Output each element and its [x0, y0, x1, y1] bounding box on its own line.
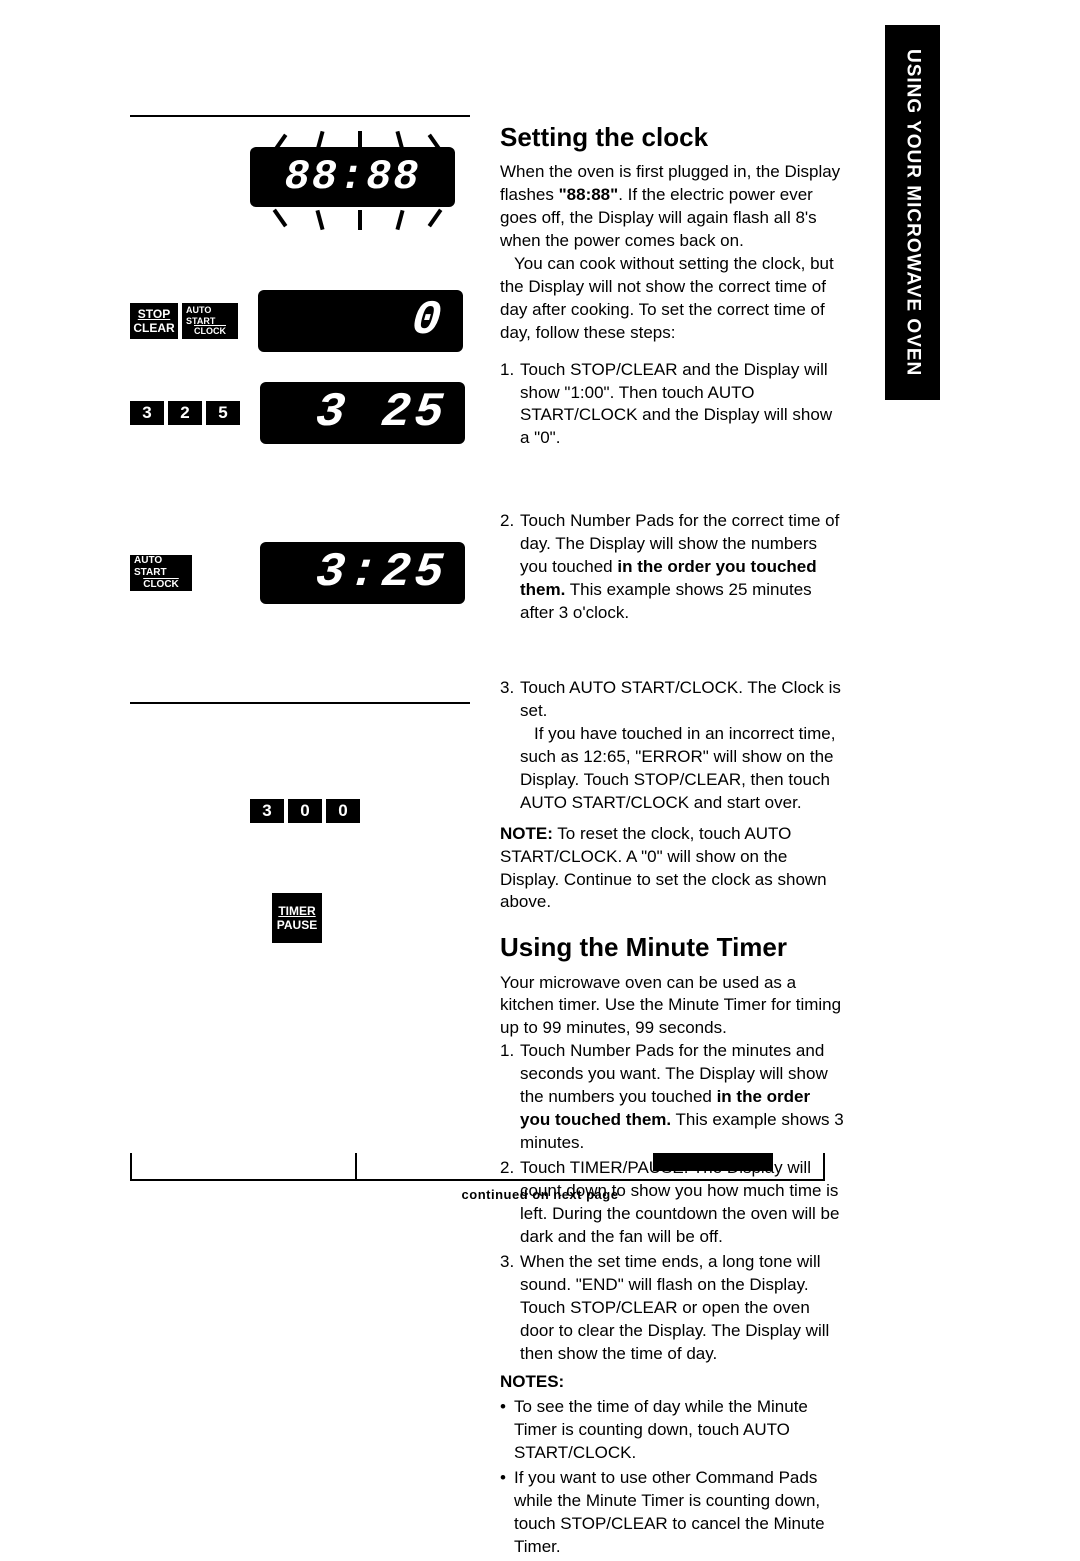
step1-row: STOP CLEAR AUTO START CLOCK 0 — [130, 290, 470, 352]
numpad-3: 3 — [130, 401, 164, 425]
autostart-label-2: AUTO START — [134, 555, 188, 579]
sc-note-label: NOTE: — [500, 824, 553, 843]
sc-note: NOTE: To reset the clock, touch AUTO STA… — [500, 823, 845, 915]
intro1bold: "88:88" — [559, 185, 619, 204]
numpad-0b: 0 — [326, 799, 360, 823]
mt-bullet1: To see the time of day while the Minute … — [500, 1396, 845, 1465]
clock-label: CLOCK — [194, 326, 226, 337]
numpad-3b: 3 — [250, 799, 284, 823]
sc-step3b: If you have touched in an incorrect time… — [520, 723, 845, 815]
bottom-rule — [130, 1153, 825, 1181]
setting-clock-steps: 1.Touch STOP/CLEAR and the Display will … — [500, 359, 845, 815]
side-tab: USING YOUR MICROWAVE OVEN — [885, 25, 940, 400]
mt-step1: 1.Touch Number Pads for the minutes and … — [520, 1040, 845, 1155]
numpad-5: 5 — [206, 401, 240, 425]
display-325-text: 3 25 — [313, 381, 450, 446]
timer-pause-wrap: TIMER PAUSE — [272, 893, 470, 943]
sc-step2: 2.Touch Number Pads for the correct time… — [520, 510, 845, 625]
right-text-column: Setting the clock When the oven is first… — [500, 120, 845, 1561]
stop-label: STOP — [138, 307, 170, 321]
display-0-text: 0 — [409, 289, 447, 354]
sc-step3a: Touch AUTO START/CLOCK. The Clock is set… — [520, 678, 841, 720]
pause-label: PAUSE — [277, 918, 317, 932]
timer-pause-button: TIMER PAUSE — [272, 893, 322, 943]
mt-bullet2: If you want to use other Command Pads wh… — [500, 1467, 845, 1559]
intro-setting-clock: When the oven is first plugged in, the D… — [500, 161, 845, 345]
autostart-label: AUTO START — [186, 305, 234, 327]
display-325-colon-text: 3:25 — [313, 541, 450, 606]
sc-step1: 1.Touch STOP/CLEAR and the Display will … — [520, 359, 845, 451]
divider-top — [130, 115, 470, 117]
numpad-2: 2 — [168, 401, 202, 425]
heading-setting-clock: Setting the clock — [500, 120, 845, 155]
display-325: 3 25 — [260, 382, 465, 444]
heading-minute-timer: Using the Minute Timer — [500, 930, 845, 965]
mt-step3: 3.When the set time ends, a long tone wi… — [520, 1251, 845, 1366]
numpad-0a: 0 — [288, 799, 322, 823]
timer-numpad-row: 3 0 0 — [250, 799, 470, 823]
step2-row: 3 2 5 3 25 — [130, 382, 470, 444]
step3-row: AUTO START CLOCK 3:25 — [130, 542, 470, 604]
display-flashing-8888: 88:88 — [250, 147, 455, 222]
display-0: 0 — [258, 290, 463, 352]
display-text-8888: 88:88 — [284, 149, 420, 206]
continued-footer: continued on next page — [0, 1186, 1080, 1204]
clear-label: CLEAR — [133, 321, 174, 335]
mt-notes-label: NOTES: — [500, 1371, 845, 1394]
clock-label-2: CLOCK — [143, 579, 179, 591]
autostart-clock-button-2: AUTO START CLOCK — [130, 555, 192, 591]
autostart-clock-button: AUTO START CLOCK — [182, 303, 238, 339]
stop-clear-button: STOP CLEAR — [130, 303, 178, 339]
mt-notes-list: To see the time of day while the Minute … — [500, 1396, 845, 1559]
mt-step3-text: When the set time ends, a long tone will… — [520, 1252, 829, 1363]
sc-step1-text: Touch STOP/CLEAR and the Display will sh… — [520, 360, 832, 448]
side-tab-text: USING YOUR MICROWAVE OVEN — [900, 49, 926, 376]
divider-mid — [130, 702, 470, 704]
timer-label: TIMER — [278, 904, 315, 918]
sc-step3: 3.Touch AUTO START/CLOCK. The Clock is s… — [520, 677, 845, 815]
intro2: You can cook without setting the clock, … — [500, 253, 845, 345]
display-325-colon: 3:25 — [260, 542, 465, 604]
mt-intro: Your microwave oven can be used as a kit… — [500, 972, 845, 1041]
left-illustration-column: 88:88 STOP CLEAR AUTO START CLOCK 0 3 2 … — [130, 115, 470, 943]
